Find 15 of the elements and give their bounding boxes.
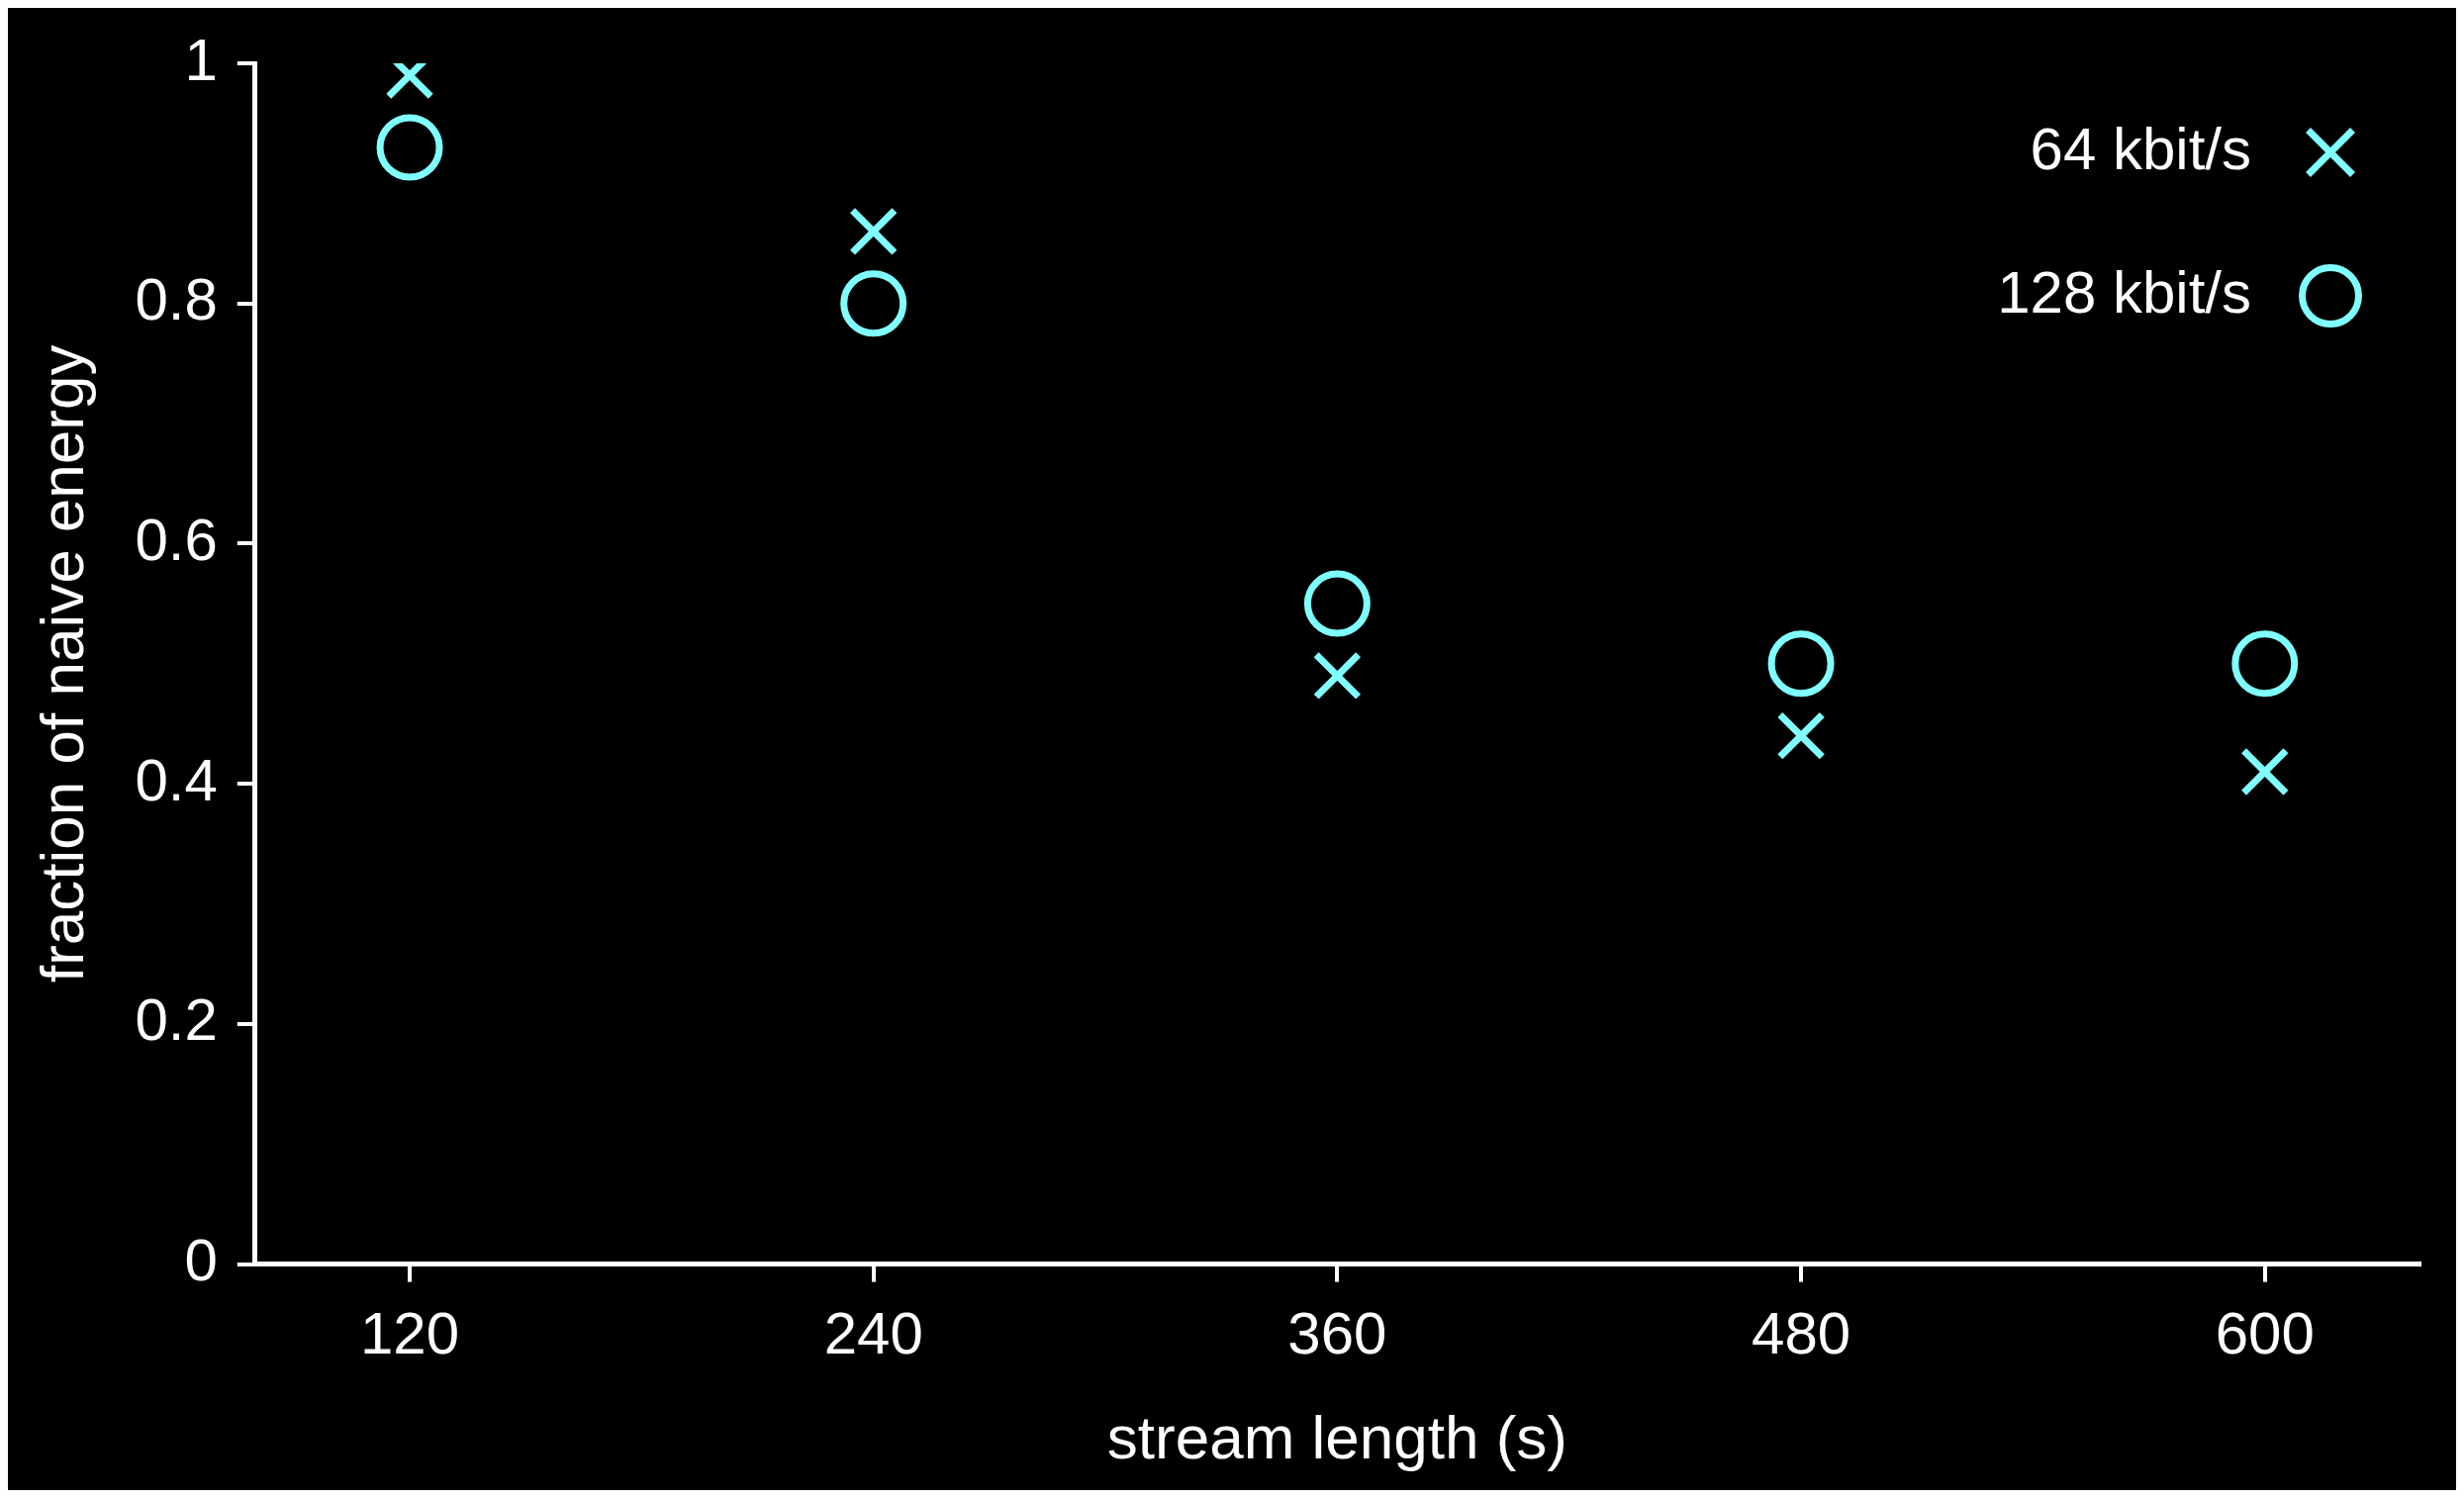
y-tick-label: 0.6 xyxy=(135,506,218,573)
y-tick-label: 0.4 xyxy=(135,746,218,813)
x-tick-label: 120 xyxy=(359,1300,460,1367)
y-tick-label: 1 xyxy=(184,26,218,93)
x-axis-title: stream length (s) xyxy=(1106,1402,1567,1471)
y-tick-label: 0.8 xyxy=(135,266,218,333)
y-tick-label: 0 xyxy=(184,1227,218,1294)
legend-label: 128 kbit/s xyxy=(1997,258,2251,326)
x-tick-label: 360 xyxy=(1287,1300,1387,1367)
y-axis-title: fraction of naive energy xyxy=(28,344,97,983)
x-tick-label: 600 xyxy=(2215,1300,2315,1367)
legend-label: 64 kbit/s xyxy=(2030,115,2251,182)
y-tick-label: 0.2 xyxy=(135,986,218,1054)
x-tick-label: 480 xyxy=(1752,1300,1851,1367)
x-tick-label: 240 xyxy=(823,1300,923,1367)
